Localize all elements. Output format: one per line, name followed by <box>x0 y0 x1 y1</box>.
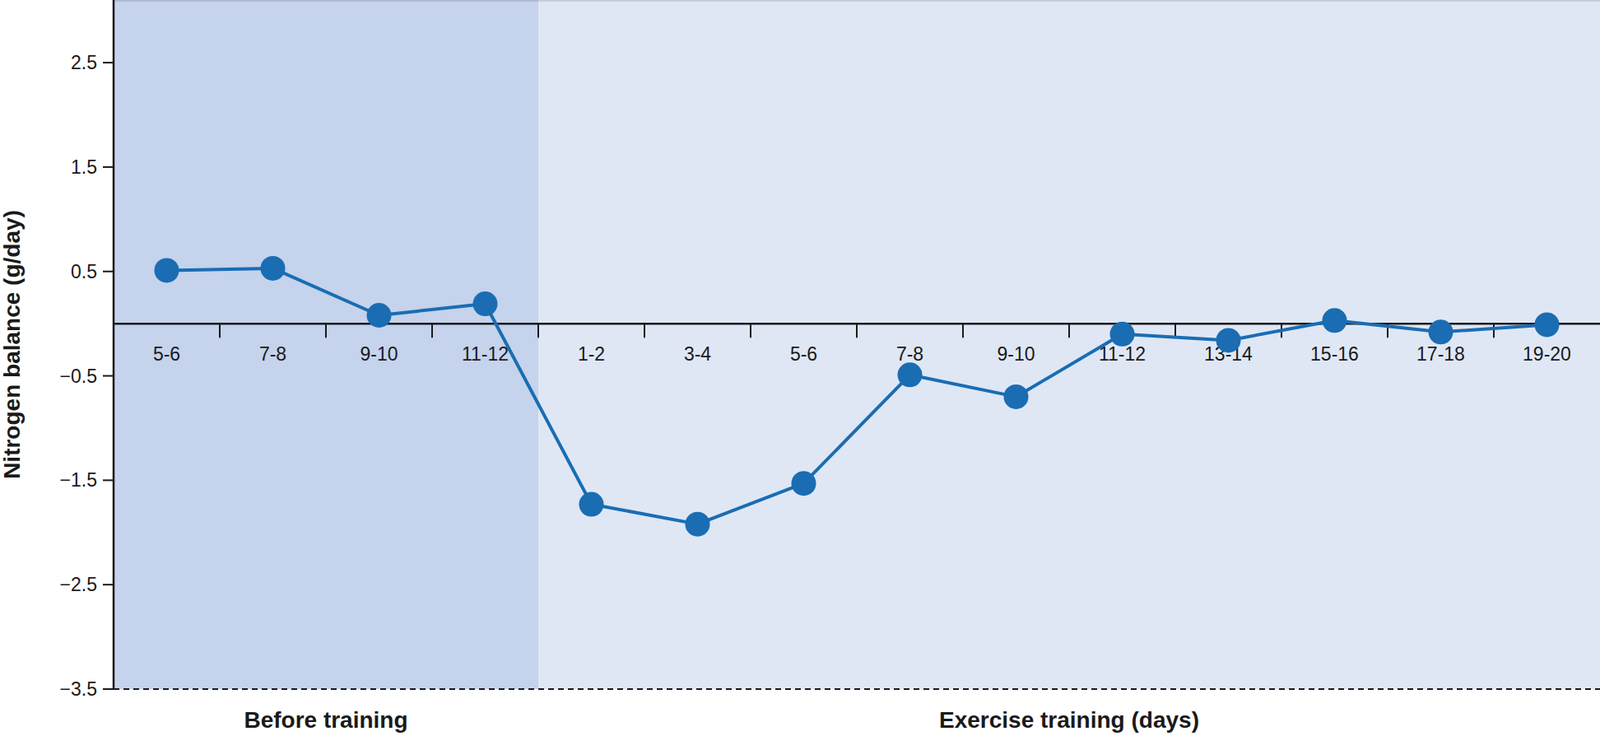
region-label: Before training <box>243 706 408 733</box>
x-tick-label: 3-4 <box>683 343 712 365</box>
data-point <box>154 257 180 283</box>
y-tick <box>102 375 114 377</box>
y-tick-label: 2.5 <box>70 51 98 74</box>
x-tick-label: 15-16 <box>1310 343 1359 365</box>
x-tick-label: 5-6 <box>790 343 818 365</box>
x-tick-label: 9-10 <box>996 343 1035 365</box>
y-tick-label: −3.5 <box>60 678 98 700</box>
x-tick-label: 7-8 <box>259 343 287 365</box>
data-point <box>1322 307 1348 333</box>
data-point <box>791 470 817 496</box>
data-point <box>685 511 711 537</box>
y-tick <box>102 270 114 273</box>
x-tick-label: 5-6 <box>153 343 181 365</box>
data-point <box>260 255 286 281</box>
range-bottom <box>113 688 1600 690</box>
y-tick-label: 1.5 <box>70 156 98 178</box>
y-tick <box>102 479 114 481</box>
y-tick <box>102 688 114 690</box>
y-axis-label: Nitrogen balance (g/day) <box>0 209 25 480</box>
x-tick-label: 19-20 <box>1522 343 1572 365</box>
data-point <box>579 492 605 517</box>
data-point <box>473 291 498 317</box>
data-point <box>1216 327 1242 353</box>
region-label: Exercise training (days) <box>939 706 1200 733</box>
data-point <box>1534 311 1560 337</box>
x-tick-label: 17-18 <box>1416 343 1466 365</box>
x-tick <box>643 323 646 338</box>
data-point <box>1428 319 1454 345</box>
x-tick-label: 11-12 <box>461 343 509 365</box>
x-tick <box>431 323 433 338</box>
data-point <box>1110 321 1135 347</box>
x-tick <box>749 323 752 338</box>
y-axis <box>112 0 116 689</box>
y-tick-label: −1.5 <box>60 469 98 491</box>
y-tick <box>102 583 114 586</box>
y-tick <box>102 61 114 64</box>
y-tick-label: −2.5 <box>60 573 98 596</box>
y-tick-label: −0.5 <box>60 365 98 387</box>
plot-marks <box>154 255 1560 537</box>
data-line <box>167 268 1548 525</box>
x-tick-label: 11-12 <box>1098 343 1146 365</box>
x-tick-label: 7-8 <box>896 343 924 365</box>
x-tick-label: 9-10 <box>359 343 398 365</box>
range-top <box>113 0 1600 2</box>
x-tick <box>537 323 540 338</box>
x-tick-label: 1-2 <box>577 343 605 365</box>
data-point <box>367 302 392 328</box>
x-tick <box>962 323 964 338</box>
y-tick-label: 0.5 <box>70 260 98 283</box>
y-tick <box>102 166 114 168</box>
region-band <box>113 0 539 689</box>
data-point <box>1004 384 1029 410</box>
x-tick <box>218 323 221 338</box>
x-tick <box>325 323 327 338</box>
x-tick <box>1493 323 1495 338</box>
region-band <box>538 0 1600 689</box>
x-tick <box>1068 323 1070 338</box>
x-tick <box>855 323 858 338</box>
data-point <box>897 362 923 387</box>
chart: Before training Exercise training (days) −… <box>0 0 1600 736</box>
